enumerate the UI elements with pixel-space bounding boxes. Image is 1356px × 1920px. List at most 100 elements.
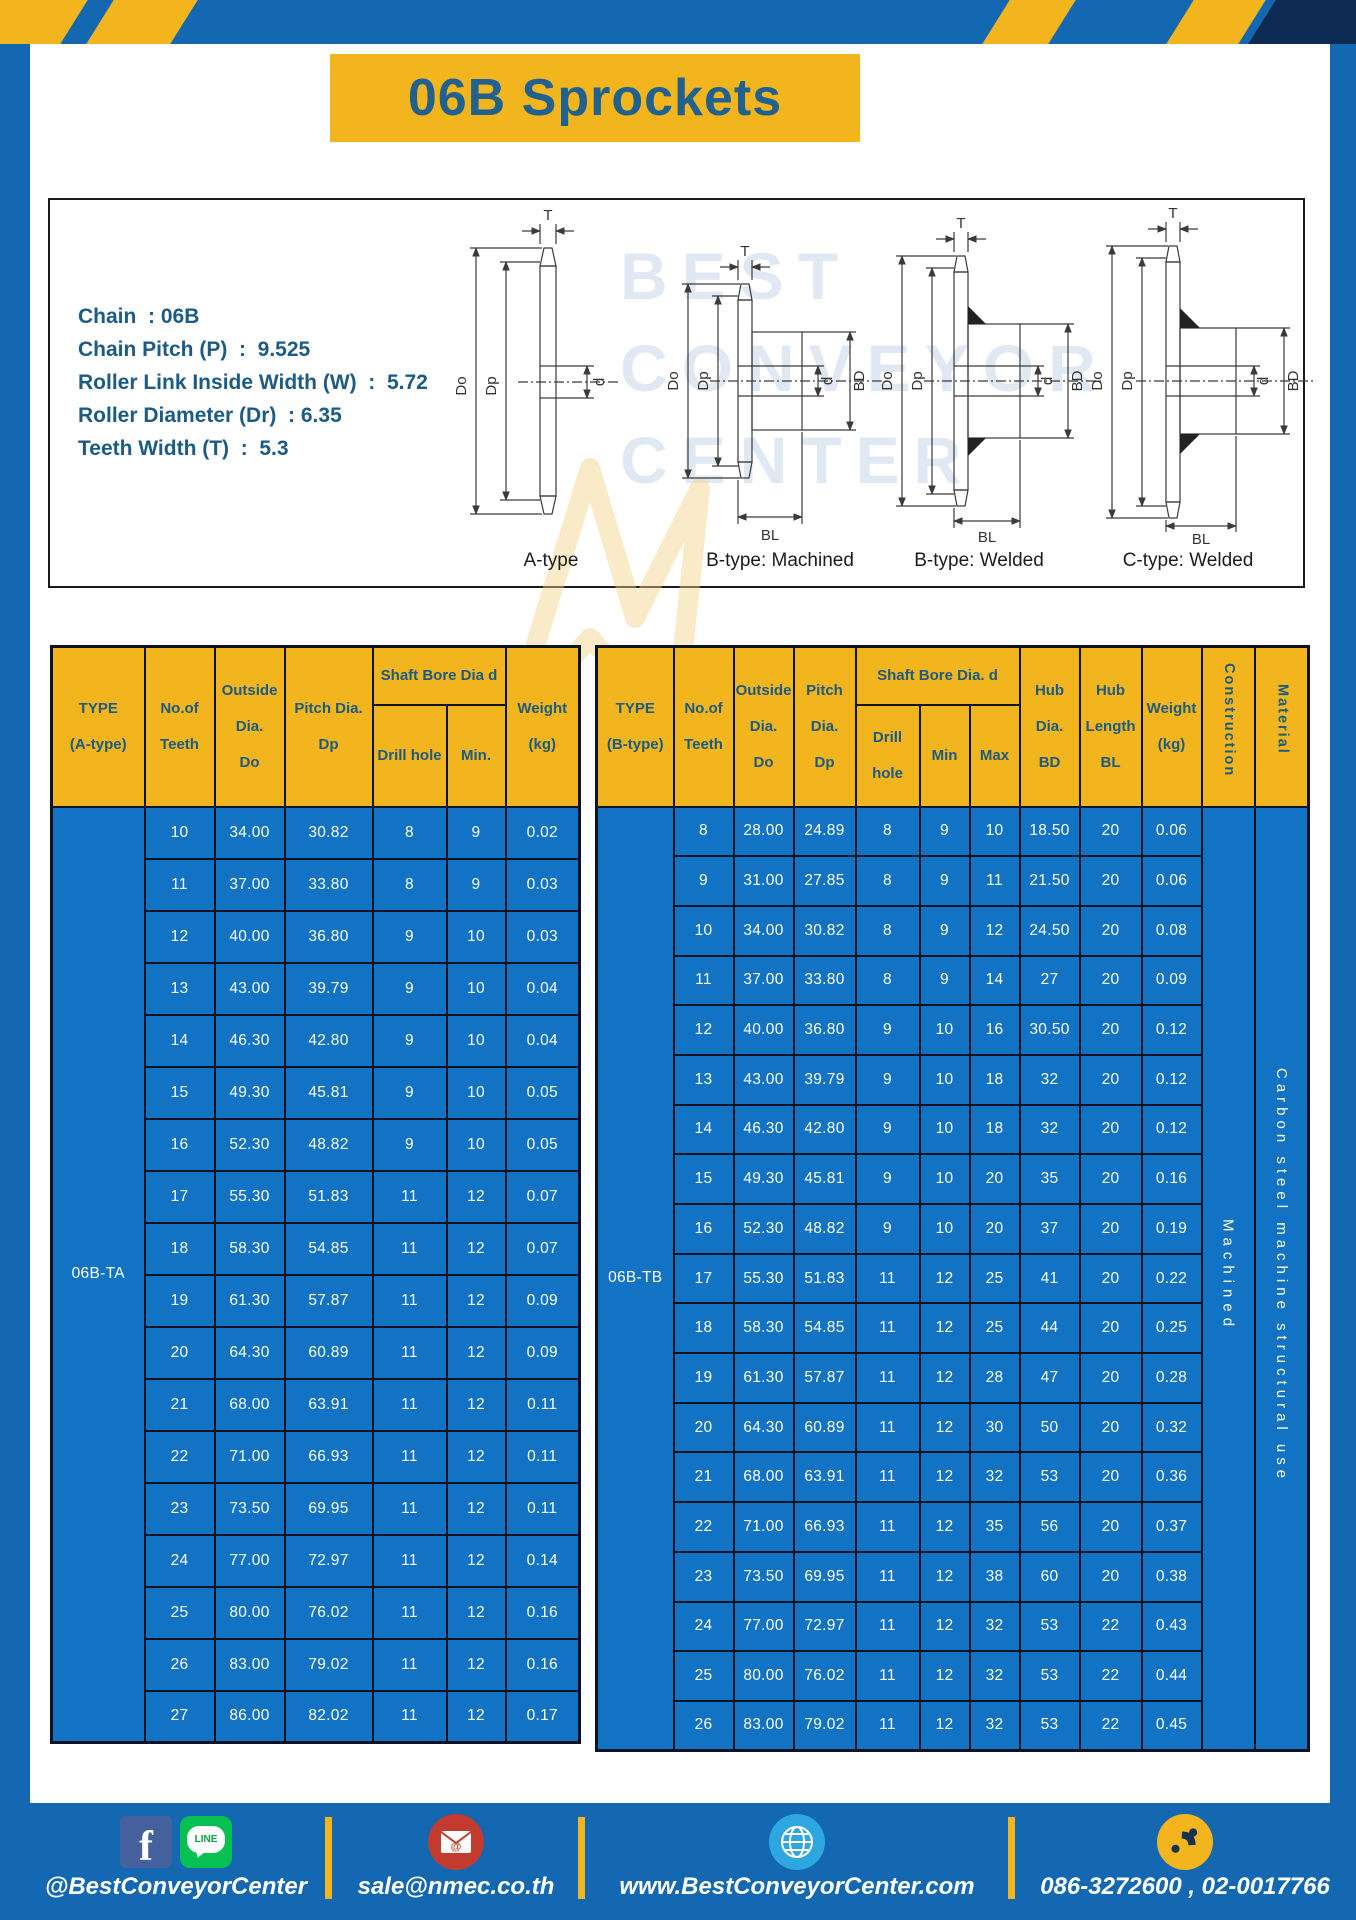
footer-website: www.BestConveyorCenter.com xyxy=(594,1813,1000,1913)
col-shaft-bore: Shaft Bore Dia d xyxy=(371,645,507,706)
svg-text:@: @ xyxy=(451,1841,462,1853)
table-b-cell: 12 xyxy=(918,1302,971,1355)
col-teeth: No.of Teeth xyxy=(143,645,216,808)
table-row: 23 73.50 69.95 11 12 0.11 xyxy=(52,1481,581,1536)
table-a-cell: 21 xyxy=(143,1377,216,1432)
table-b-cell: 0.12 xyxy=(1140,1103,1203,1156)
caption-c-welded: C-type: Welded xyxy=(1122,550,1254,571)
table-a-cell: 80.00 xyxy=(213,1585,286,1640)
table-b-cell: 68.00 xyxy=(732,1451,795,1504)
table-a-cell: 11 xyxy=(371,1533,448,1588)
page-title-text: 06B Sprockets xyxy=(407,69,783,127)
table-a-cell: 77.00 xyxy=(213,1533,286,1588)
table-a-cell: 37.00 xyxy=(213,857,286,912)
table-b-cell: 66.93 xyxy=(792,1501,857,1553)
table-a-cell: 36.80 xyxy=(283,909,374,964)
table-b-cell: 49.30 xyxy=(732,1153,795,1205)
table-row: 12 40.00 36.80 9 10 16 30.50 20 0.12 xyxy=(597,1004,1309,1056)
table-b-cell: 10 xyxy=(918,1203,971,1255)
table-b-cell: 21 xyxy=(672,1451,735,1504)
table-b-cell: 20 xyxy=(1078,1203,1143,1255)
table-a-cell: 48.82 xyxy=(283,1117,374,1172)
table-b-cell: 14 xyxy=(672,1103,735,1156)
caption-b-machined: B-type: Machined xyxy=(706,550,854,571)
table-b-cell: 14 xyxy=(968,954,1021,1007)
table-row: 17 55.30 51.83 11 12 0.07 xyxy=(52,1169,581,1224)
table-a-cell: 39.79 xyxy=(283,961,374,1016)
phone-icon[interactable] xyxy=(1157,1814,1213,1870)
table-b-cell: 0.08 xyxy=(1140,904,1203,957)
col-min: Min. xyxy=(445,703,507,808)
table-b-cell: 57.87 xyxy=(792,1352,857,1404)
table-a-cell: 9 xyxy=(371,1117,448,1172)
table-a-cell: 0.02 xyxy=(504,805,581,860)
table-a-cell: 12 xyxy=(445,1585,507,1640)
table-a-cell: 57.87 xyxy=(283,1273,374,1328)
table-b-cell: 20 xyxy=(1078,1352,1143,1404)
footer-divider xyxy=(578,1817,585,1899)
globe-icon[interactable] xyxy=(769,1814,825,1870)
table-b-cell: 58.30 xyxy=(732,1302,795,1355)
page-frame-right xyxy=(1330,0,1356,1920)
table-row: 25 80.00 76.02 11 12 0.16 xyxy=(52,1585,581,1640)
table-a-cell: 10 xyxy=(445,909,507,964)
table-row: 18 58.30 54.85 11 12 25 44 20 0.25 xyxy=(597,1302,1309,1355)
table-b-cell: 0.16 xyxy=(1140,1153,1203,1205)
table-b-cell: 30.50 xyxy=(1018,1004,1081,1056)
table-b-cell: 32 xyxy=(968,1699,1021,1752)
dim-label-dp: Dp xyxy=(1119,371,1136,390)
table-a-cell: 52.30 xyxy=(213,1117,286,1172)
table-row: 27 86.00 82.02 11 12 0.17 xyxy=(52,1689,581,1744)
table-b-cell: 51.83 xyxy=(792,1252,857,1305)
table-b-cell: 73.50 xyxy=(732,1550,795,1603)
table-a-cell: 11 xyxy=(371,1325,448,1380)
table-a-cell: 0.03 xyxy=(504,857,581,912)
table-a-cell: 30.82 xyxy=(283,805,374,860)
table-a-cell: 49.30 xyxy=(213,1065,286,1120)
table-row: 26 83.00 79.02 11 12 32 53 22 0.45 xyxy=(597,1699,1309,1752)
table-b-cell: 9 xyxy=(854,1053,921,1106)
table-b-cell: 0.43 xyxy=(1140,1600,1203,1653)
col-hub-length: Hub Length BL xyxy=(1078,645,1143,808)
table-b-cell: 56 xyxy=(1018,1501,1081,1553)
table-a-cell: 25 xyxy=(143,1585,216,1640)
table-a-cell: 10 xyxy=(445,1117,507,1172)
material-value: Carbon steel machine structural use xyxy=(1253,805,1310,1752)
table-b-cell: 0.32 xyxy=(1140,1401,1203,1454)
table-a-cell: 9 xyxy=(371,961,448,1016)
table-a-cell: 51.83 xyxy=(283,1169,374,1224)
table-row: 23 73.50 69.95 11 12 38 60 20 0.38 xyxy=(597,1550,1309,1603)
table-a-cell: 0.14 xyxy=(504,1533,581,1588)
spec-diagram-panel: BEST CONVEYOR CENTER Chain : 06B Chain P… xyxy=(48,198,1313,738)
table-b-cell: 20 xyxy=(1078,1401,1143,1454)
table-b-cell: 28 xyxy=(968,1352,1021,1404)
table-b-cell: 9 xyxy=(854,1103,921,1156)
table-b-cell: 10 xyxy=(968,805,1021,858)
table-b-cell: 0.12 xyxy=(1140,1053,1203,1106)
table-row: 24 77.00 72.97 11 12 0.14 xyxy=(52,1533,581,1588)
table-a-cell: 9 xyxy=(371,1065,448,1120)
col-outside-dia: Outside Dia. Do xyxy=(732,645,795,808)
table-b-cell: 18 xyxy=(968,1103,1021,1156)
table-a-cell: 45.81 xyxy=(283,1065,374,1120)
band-stripe xyxy=(0,0,92,44)
table-b-cell: 30.82 xyxy=(792,904,857,957)
facebook-icon[interactable]: f xyxy=(120,1816,172,1868)
table-b-cell: 22 xyxy=(1078,1650,1143,1702)
footer-email: @ sale@nmec.co.th xyxy=(340,1813,572,1913)
table-b-cell: 24 xyxy=(672,1600,735,1653)
table-b-cell: 47 xyxy=(1018,1352,1081,1404)
email-icon[interactable]: @ xyxy=(428,1814,484,1870)
caption-a-type: A-type xyxy=(523,550,579,571)
table-b-cell: 22 xyxy=(1078,1600,1143,1653)
table-b-cell: 0.28 xyxy=(1140,1352,1203,1404)
table-b-cell: 72.97 xyxy=(792,1600,857,1653)
line-icon[interactable]: LINE xyxy=(180,1816,232,1868)
band-stripe xyxy=(82,0,202,44)
table-b-cell: 10 xyxy=(918,1004,971,1056)
table-b-cell: 44 xyxy=(1018,1302,1081,1355)
table-b-cell: 53 xyxy=(1018,1699,1081,1752)
table-b-cell: 12 xyxy=(918,1451,971,1504)
table-b-cell: 64.30 xyxy=(732,1401,795,1454)
table-b-cell: 9 xyxy=(854,1203,921,1255)
